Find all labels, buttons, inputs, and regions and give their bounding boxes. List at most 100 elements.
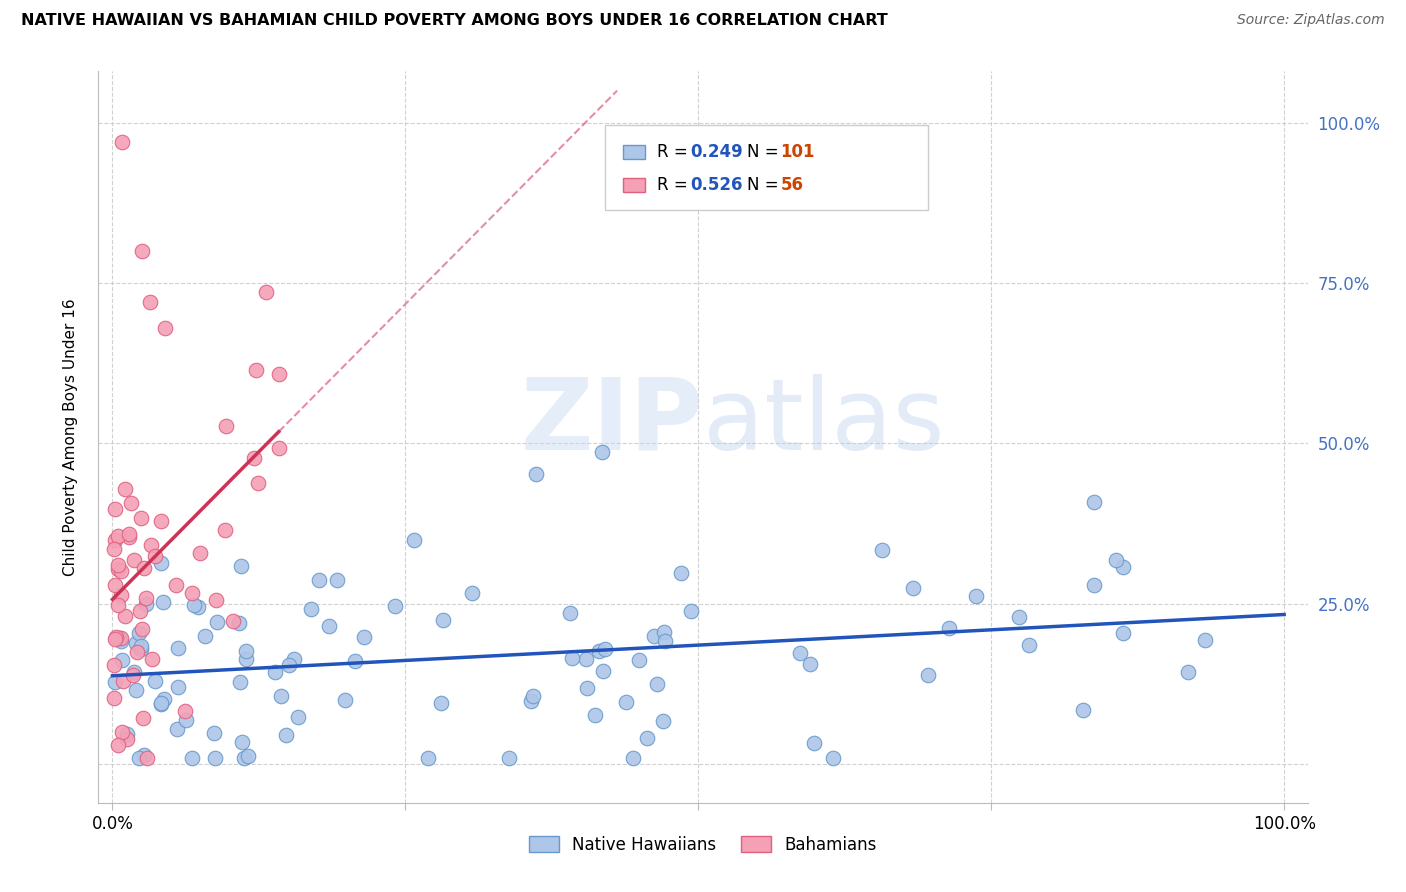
- Point: [236, 748, 259, 763]
- Point: [110, 564, 132, 578]
- Point: [135, 591, 157, 606]
- Point: [654, 634, 676, 648]
- Point: [519, 693, 541, 707]
- Point: [105, 630, 128, 644]
- Point: [125, 645, 148, 659]
- Point: [103, 658, 125, 673]
- Point: [114, 609, 136, 624]
- Point: [111, 725, 134, 739]
- Point: [917, 667, 939, 681]
- Point: [522, 689, 544, 703]
- Point: [174, 713, 197, 727]
- Text: ZIP: ZIP: [520, 374, 703, 471]
- Point: [308, 573, 330, 587]
- Point: [107, 598, 129, 612]
- Point: [135, 751, 157, 765]
- Point: [799, 657, 821, 672]
- Text: 56: 56: [780, 176, 803, 194]
- Point: [583, 708, 606, 723]
- Point: [173, 704, 195, 718]
- Point: [628, 653, 651, 667]
- Point: [901, 581, 924, 595]
- Point: [524, 467, 547, 482]
- Point: [204, 751, 226, 765]
- Point: [353, 630, 375, 644]
- Point: [384, 599, 406, 614]
- Point: [560, 606, 582, 620]
- Point: [231, 735, 253, 749]
- Point: [430, 696, 453, 710]
- Point: [107, 562, 129, 576]
- Point: [181, 751, 204, 765]
- Point: [235, 652, 257, 666]
- Point: [129, 641, 152, 656]
- Point: [267, 367, 290, 381]
- Point: [243, 451, 266, 466]
- Point: [215, 418, 238, 433]
- Point: [104, 632, 127, 647]
- Text: 0.526: 0.526: [690, 176, 742, 194]
- Point: [1105, 553, 1128, 567]
- Point: [432, 613, 454, 627]
- Point: [204, 592, 226, 607]
- Point: [150, 697, 173, 711]
- Point: [128, 626, 150, 640]
- Point: [139, 295, 162, 310]
- Point: [108, 632, 131, 646]
- Text: NATIVE HAWAIIAN VS BAHAMIAN CHILD POVERTY AMONG BOYS UNDER 16 CORRELATION CHART: NATIVE HAWAIIAN VS BAHAMIAN CHILD POVERT…: [21, 13, 887, 29]
- Point: [132, 747, 155, 762]
- Point: [270, 689, 292, 703]
- Point: [188, 546, 211, 560]
- Point: [343, 654, 366, 668]
- Point: [245, 363, 267, 377]
- Point: [111, 135, 134, 149]
- Point: [122, 553, 145, 567]
- Point: [166, 722, 188, 736]
- Text: atlas: atlas: [703, 374, 945, 471]
- Point: [283, 652, 305, 666]
- Point: [118, 530, 141, 544]
- Point: [129, 604, 152, 618]
- Point: [143, 549, 166, 563]
- Point: [150, 696, 173, 710]
- Point: [193, 629, 215, 643]
- Text: N =: N =: [747, 143, 783, 161]
- Point: [187, 599, 209, 614]
- Text: R =: R =: [657, 176, 693, 194]
- Point: [299, 602, 322, 616]
- Point: [325, 573, 347, 587]
- Point: [112, 674, 135, 689]
- Point: [461, 586, 484, 600]
- Point: [131, 622, 153, 636]
- Point: [135, 597, 157, 611]
- Point: [107, 738, 129, 752]
- Point: [823, 751, 845, 765]
- Point: [214, 523, 236, 537]
- Point: [104, 533, 127, 548]
- Point: [621, 751, 644, 765]
- Point: [318, 619, 340, 633]
- Point: [592, 664, 614, 678]
- Point: [141, 652, 163, 666]
- Point: [132, 561, 155, 575]
- Point: [645, 677, 668, 691]
- Point: [132, 711, 155, 725]
- Point: [118, 526, 141, 541]
- Point: [139, 538, 162, 552]
- Point: [104, 578, 127, 592]
- Point: [205, 615, 228, 629]
- Point: [228, 615, 250, 630]
- Point: [104, 674, 127, 689]
- Point: [166, 680, 188, 694]
- Point: [1018, 638, 1040, 652]
- Point: [1071, 703, 1094, 717]
- Point: [1083, 577, 1105, 591]
- Point: [1177, 665, 1199, 679]
- Point: [103, 690, 125, 705]
- Point: [636, 731, 658, 745]
- Point: [125, 682, 148, 697]
- Point: [404, 533, 426, 547]
- Point: [1083, 495, 1105, 509]
- Point: [938, 621, 960, 635]
- Point: [149, 514, 172, 528]
